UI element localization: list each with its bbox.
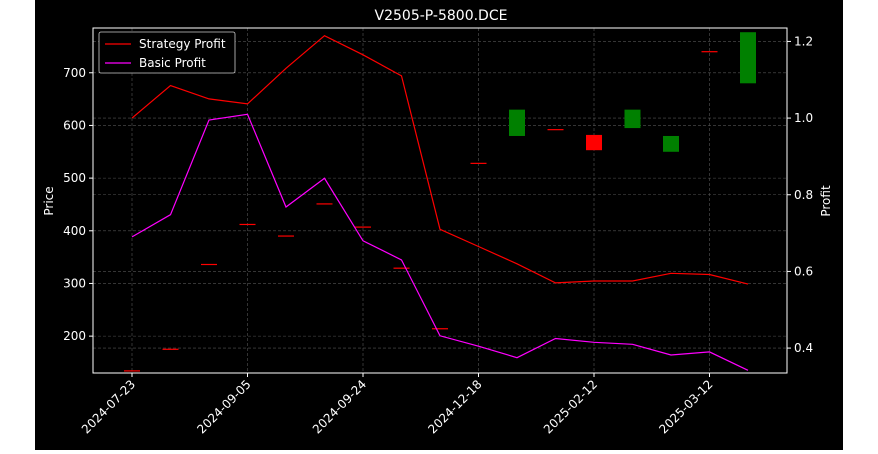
chart-title: V2505-P-5800.DCE xyxy=(375,8,508,24)
y-axis-right-label: Profit xyxy=(819,185,833,217)
y-left-tick-label: 600 xyxy=(63,118,86,132)
strategy-profit-line xyxy=(131,34,749,285)
grid-lines xyxy=(93,28,787,373)
candle-up xyxy=(509,109,525,136)
candle-down xyxy=(586,134,602,151)
axes-layer: 200 300 400 500 600 700 0.4 0.6 0.8 1.0 1.2 2024-07… xyxy=(63,27,813,436)
y-left-tick-label: 200 xyxy=(63,329,86,343)
legend-label-basic: Basic Profit xyxy=(139,56,206,70)
y-left-tick-label: 300 xyxy=(63,276,86,290)
candle-up xyxy=(624,109,641,129)
y-left-tick-label: 700 xyxy=(63,66,86,80)
x-tick-label: 2024-07-23 xyxy=(79,377,138,436)
x-tick-label: 2024-09-24 xyxy=(310,377,369,436)
candle-up xyxy=(663,135,679,152)
x-tick-label: 2024-12-18 xyxy=(425,377,484,436)
x-tick-label: 2024-09-05 xyxy=(194,377,253,436)
x-tick-label: 2025-03-12 xyxy=(656,377,715,436)
legend-label-strategy: Strategy Profit xyxy=(139,37,226,51)
y-left-tick-label: 400 xyxy=(63,224,86,238)
candles-layer xyxy=(124,32,756,372)
x-tick-label: 2025-02-12 xyxy=(541,377,600,436)
y-right-tick-label: 0.6 xyxy=(794,264,813,278)
y-right-tick-label: 1.0 xyxy=(794,111,813,125)
y-axis-left-label: Price xyxy=(42,186,56,215)
candle-up xyxy=(740,32,756,84)
y-right-tick-label: 1.2 xyxy=(794,34,813,48)
y-right-tick-label: 0.8 xyxy=(794,188,813,202)
legend-box xyxy=(98,31,236,74)
y-right-tick-label: 0.4 xyxy=(794,341,813,355)
plot-frame xyxy=(92,27,788,374)
y-left-tick-label: 500 xyxy=(63,171,86,185)
profit-lines-layer xyxy=(131,34,749,371)
chart-svg: V2505-P-5800.DCE Price Profit 200 300 400 5… xyxy=(42,8,833,436)
basic-profit-line xyxy=(131,113,749,371)
chart-figure: V2505-P-5800.DCE Price Profit 200 300 400 5… xyxy=(35,0,843,450)
legend: Strategy Profit Basic Profit xyxy=(98,31,236,74)
